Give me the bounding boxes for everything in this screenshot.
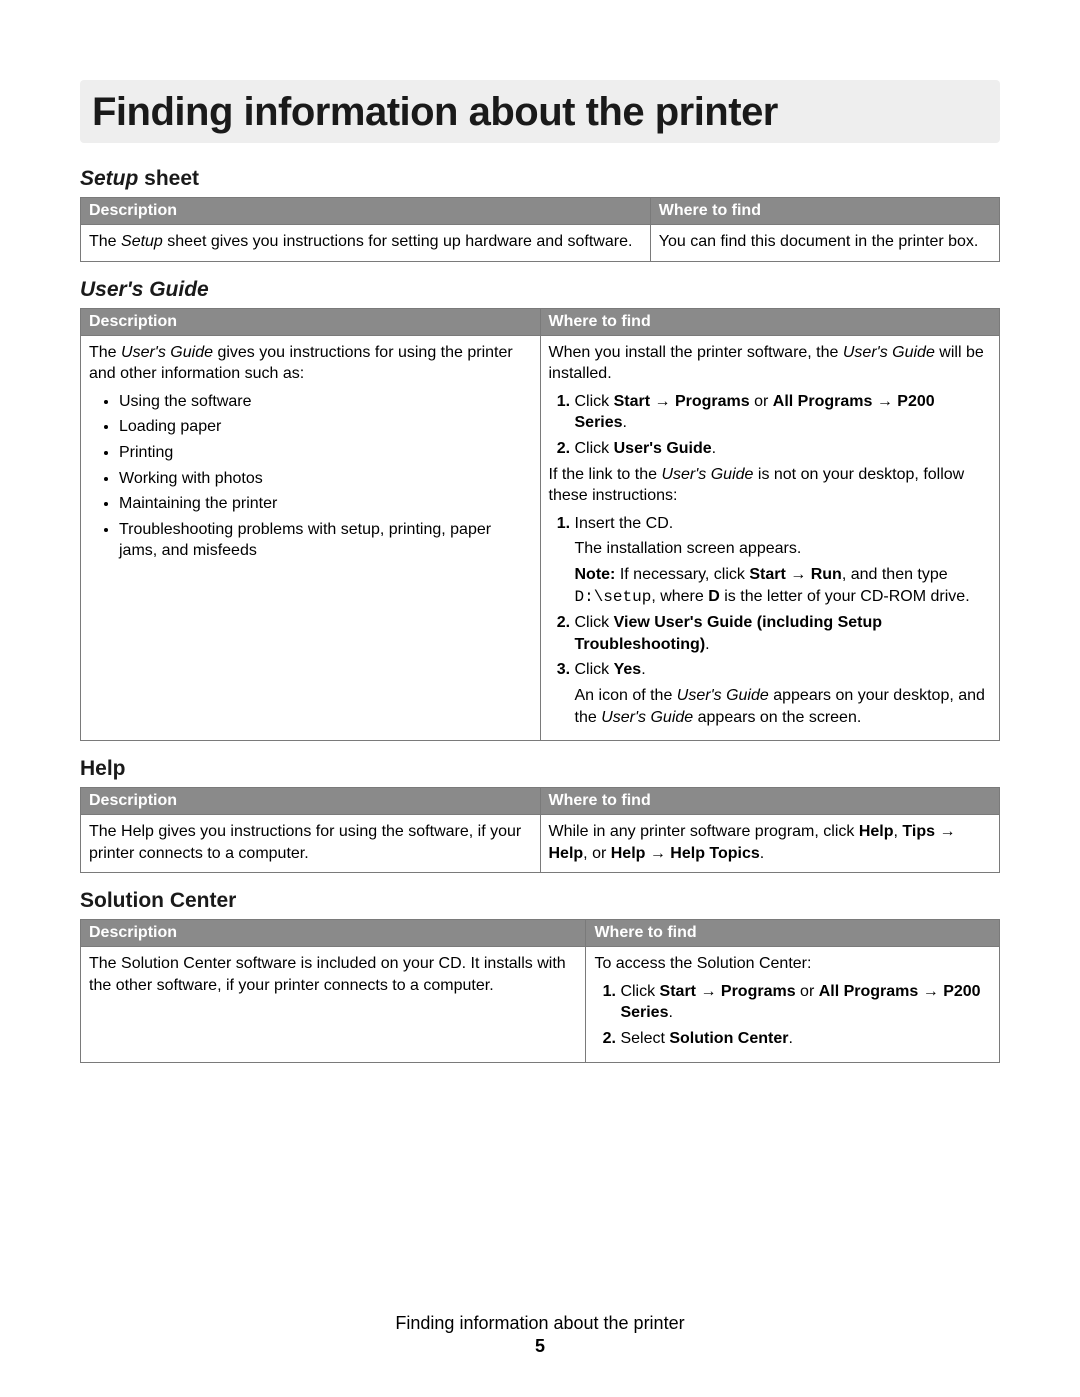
list-item: Click Start → Programs or All Programs →… [620, 981, 991, 1024]
setup-where: You can find this document in the printe… [650, 225, 999, 262]
list-item: Printing [119, 442, 532, 464]
list-item: Select Solution Center. [620, 1028, 991, 1050]
col-header-where: Where to find [540, 788, 1000, 815]
section-heading-setup: Setup sheet [80, 167, 1000, 191]
setup-description: The Setup sheet gives you instructions f… [81, 225, 651, 262]
list-item: Click User's Guide. [575, 438, 992, 460]
list-item: Working with photos [119, 468, 532, 490]
users-guide-cd-steps: Insert the CD. The installation screen a… [549, 513, 992, 728]
users-guide-bullets: Using the software Loading paper Printin… [89, 391, 532, 562]
table-row: The Help gives you instructions for usin… [81, 815, 1000, 873]
page-footer: Finding information about the printer 5 [0, 1313, 1080, 1357]
page-number: 5 [0, 1336, 1080, 1357]
solution-where: To access the Solution Center: Click Sta… [586, 947, 1000, 1062]
section-heading-solution-center: Solution Center [80, 889, 1000, 913]
users-guide-note: Note: If necessary, click Start → Run, a… [575, 564, 992, 608]
col-header-description: Description [81, 308, 541, 335]
page-title-bar: Finding information about the printer [80, 80, 1000, 143]
users-guide-install-steps: Click Start → Programs or All Programs →… [549, 391, 992, 460]
list-item: Troubleshooting problems with setup, pri… [119, 519, 532, 562]
page-title: Finding information about the printer [92, 90, 988, 135]
help-where: While in any printer software program, c… [540, 815, 1000, 873]
help-description: The Help gives you instructions for usin… [81, 815, 541, 873]
section-heading-users-guide: User's Guide [80, 278, 1000, 302]
solution-center-table: Description Where to find The Solution C… [80, 919, 1000, 1062]
col-header-where: Where to find [540, 308, 1000, 335]
col-header-description: Description [81, 198, 651, 225]
list-item: Click View User's Guide (including Setup… [575, 612, 992, 655]
table-row: The User's Guide gives you instructions … [81, 335, 1000, 741]
table-row: The Solution Center software is included… [81, 947, 1000, 1062]
help-table: Description Where to find The Help gives… [80, 787, 1000, 873]
list-item: Insert the CD. The installation screen a… [575, 513, 992, 608]
list-item: Maintaining the printer [119, 493, 532, 515]
list-item: Loading paper [119, 416, 532, 438]
users-guide-description: The User's Guide gives you instructions … [81, 335, 541, 741]
list-item: Click Start → Programs or All Programs →… [575, 391, 992, 434]
table-row: The Setup sheet gives you instructions f… [81, 225, 1000, 262]
col-header-description: Description [81, 920, 586, 947]
footer-title: Finding information about the printer [0, 1313, 1080, 1334]
section-heading-help: Help [80, 757, 1000, 781]
users-guide-where: When you install the printer software, t… [540, 335, 1000, 741]
col-header-description: Description [81, 788, 541, 815]
solution-steps: Click Start → Programs or All Programs →… [594, 981, 991, 1050]
document-page: Finding information about the printer Se… [0, 0, 1080, 1397]
col-header-where: Where to find [586, 920, 1000, 947]
list-item: Click Yes. An icon of the User's Guide a… [575, 659, 992, 728]
solution-description: The Solution Center software is included… [81, 947, 586, 1062]
users-guide-link-note: If the link to the User's Guide is not o… [549, 464, 992, 507]
setup-table: Description Where to find The Setup shee… [80, 197, 1000, 262]
col-header-where: Where to find [650, 198, 999, 225]
users-guide-table: Description Where to find The User's Gui… [80, 308, 1000, 742]
list-item: Using the software [119, 391, 532, 413]
